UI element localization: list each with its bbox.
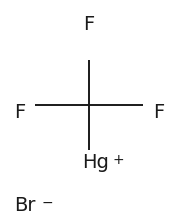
- Text: F: F: [14, 103, 25, 122]
- Text: Br: Br: [14, 196, 35, 215]
- Text: +: +: [112, 153, 124, 167]
- Text: F: F: [153, 103, 164, 122]
- Text: F: F: [83, 15, 95, 34]
- Text: −: −: [42, 196, 54, 210]
- Text: Hg: Hg: [82, 153, 109, 172]
